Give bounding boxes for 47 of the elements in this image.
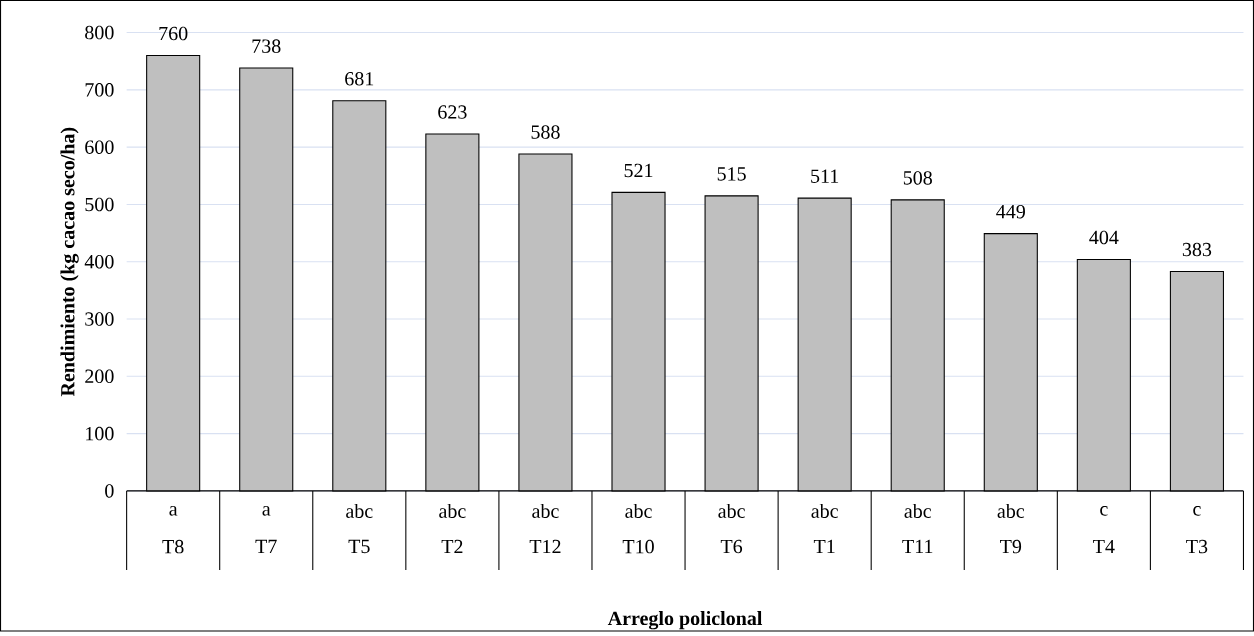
x-tick-label: T2 bbox=[441, 539, 463, 554]
text: abc bbox=[625, 503, 652, 518]
text: a bbox=[262, 506, 271, 516]
data-label: 383 bbox=[1182, 242, 1212, 257]
y-axis-title: Rendimiento (kg cacao seco/ha) bbox=[60, 127, 79, 397]
x-tick-label: T1 bbox=[813, 539, 835, 554]
data-label: 760 bbox=[159, 26, 188, 41]
text: c bbox=[1193, 506, 1201, 516]
data-label: 508 bbox=[903, 171, 932, 185]
x-tick-label: T3 bbox=[1186, 539, 1208, 554]
data-label: 515 bbox=[717, 167, 746, 181]
x-axis-title: Arreglo policlonal bbox=[607, 611, 763, 630]
x-tick-label: T10 bbox=[622, 539, 654, 554]
y-tick-label: 200 bbox=[85, 369, 114, 384]
y-tick-label: 600 bbox=[85, 140, 114, 154]
x-tick-label: T4 bbox=[1093, 539, 1115, 554]
text: abc bbox=[997, 503, 1025, 518]
x-tick-label: T7 bbox=[255, 539, 277, 553]
y-tick-label: 300 bbox=[85, 312, 114, 326]
text: abc bbox=[811, 503, 838, 518]
x-tick-label: T11 bbox=[902, 539, 933, 554]
y-tick-label: 500 bbox=[85, 197, 114, 212]
x-tick-label: T6 bbox=[720, 539, 743, 554]
data-label: 681 bbox=[345, 72, 374, 86]
y-tick-label: 100 bbox=[86, 426, 114, 441]
x-tick-label: T9 bbox=[1000, 539, 1022, 554]
data-label: 521 bbox=[624, 163, 653, 178]
x-tick-label: T8 bbox=[162, 539, 184, 554]
y-tick-label: 0 bbox=[105, 484, 114, 498]
text: abc bbox=[718, 503, 745, 518]
data-label: 449 bbox=[996, 205, 1025, 219]
text: abc bbox=[439, 503, 466, 518]
data-label: 404 bbox=[1089, 230, 1119, 245]
text: c bbox=[1100, 506, 1108, 516]
text: abc bbox=[904, 503, 931, 518]
y-tick-label: 800 bbox=[85, 25, 114, 40]
x-tick-label: T5 bbox=[348, 539, 370, 554]
text: abc bbox=[532, 503, 559, 518]
text: abc bbox=[346, 503, 373, 518]
data-label: 623 bbox=[438, 105, 467, 119]
data-label: 738 bbox=[252, 39, 281, 53]
y-tick-label: 400 bbox=[84, 254, 114, 269]
data-label: 511 bbox=[811, 169, 839, 183]
data-label: 588 bbox=[531, 125, 560, 139]
text: a bbox=[169, 506, 178, 516]
y-tick-label: 700 bbox=[85, 83, 114, 97]
x-tick-label: T12 bbox=[529, 539, 561, 554]
